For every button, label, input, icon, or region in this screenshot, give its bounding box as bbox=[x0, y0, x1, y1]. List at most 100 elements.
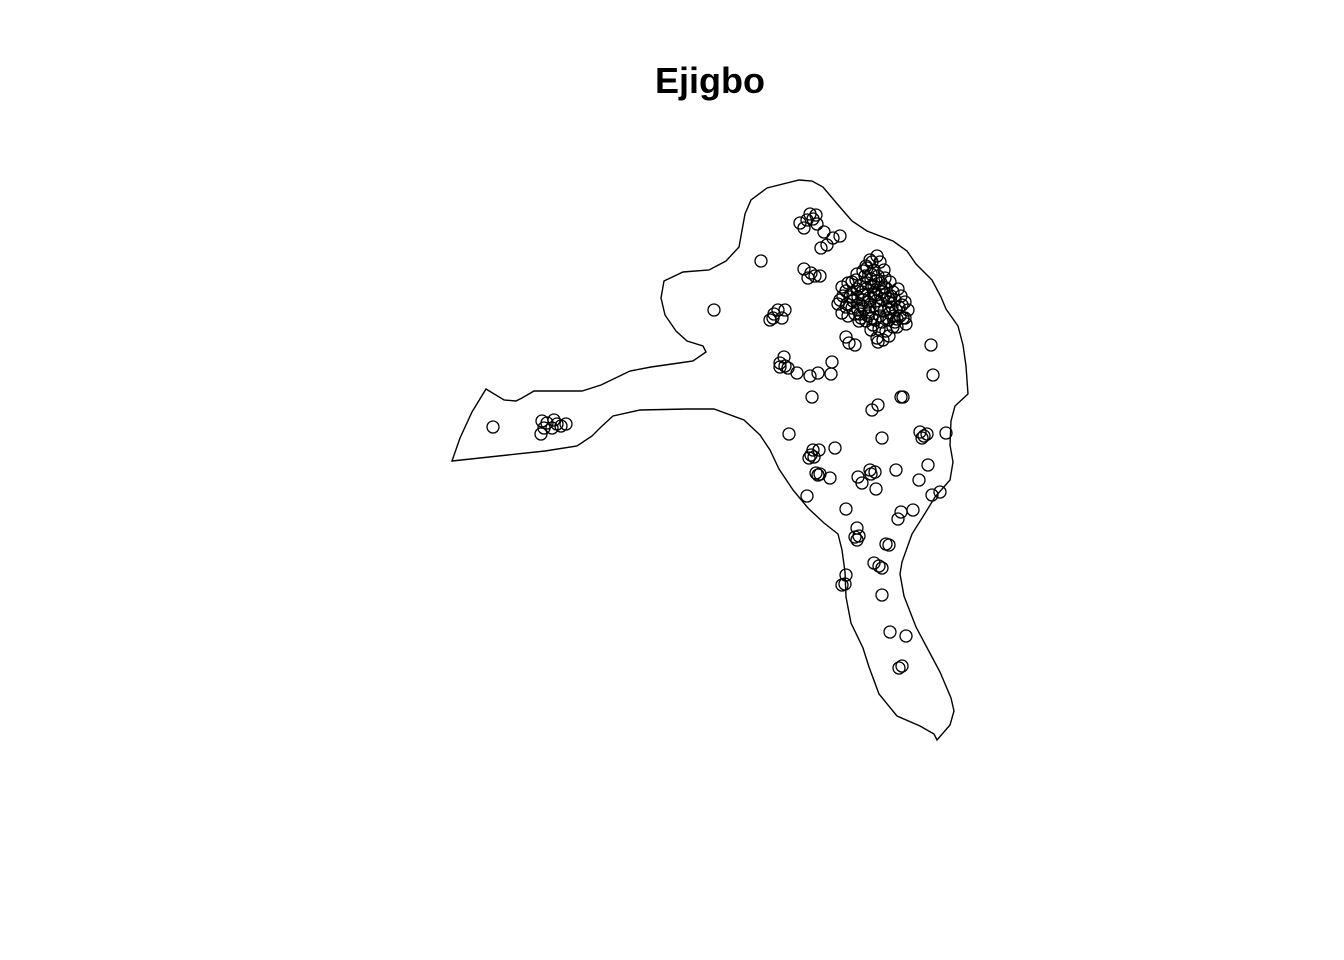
map-point bbox=[875, 431, 889, 445]
map-point bbox=[875, 285, 889, 299]
map-point bbox=[906, 503, 920, 517]
map-point bbox=[915, 431, 929, 445]
map-point bbox=[865, 403, 879, 417]
map-point bbox=[925, 488, 939, 502]
map-point bbox=[913, 425, 927, 439]
map-point bbox=[883, 625, 897, 639]
map-point bbox=[892, 661, 906, 675]
map-point bbox=[873, 309, 887, 323]
map-point bbox=[890, 320, 904, 334]
map-point bbox=[766, 311, 780, 325]
map-point bbox=[775, 311, 789, 325]
map-point bbox=[782, 427, 796, 441]
map-point bbox=[854, 298, 868, 312]
map-point bbox=[912, 473, 926, 487]
map-point bbox=[894, 505, 908, 519]
map-point bbox=[814, 241, 828, 255]
map-point bbox=[924, 338, 938, 352]
map-point bbox=[824, 367, 838, 381]
map-point bbox=[880, 311, 894, 325]
map-point bbox=[839, 330, 853, 344]
map-point bbox=[921, 458, 935, 472]
map-point bbox=[823, 471, 837, 485]
region-boundary bbox=[450, 179, 969, 742]
map-point bbox=[803, 369, 817, 383]
map-point bbox=[809, 208, 823, 222]
map-point bbox=[805, 390, 819, 404]
map-point bbox=[839, 300, 853, 314]
map-point bbox=[833, 229, 847, 243]
map-point bbox=[828, 441, 842, 455]
map-point bbox=[882, 538, 896, 552]
map-point bbox=[890, 312, 904, 326]
map-point bbox=[811, 366, 825, 380]
map-point bbox=[797, 221, 811, 235]
map-point bbox=[933, 485, 947, 499]
map-point bbox=[841, 276, 855, 290]
map-point bbox=[886, 320, 900, 334]
map-point bbox=[899, 629, 913, 643]
map-point bbox=[871, 335, 885, 349]
map-point bbox=[864, 267, 878, 281]
map-point bbox=[895, 659, 909, 673]
map-point bbox=[874, 276, 888, 290]
map-point bbox=[869, 288, 883, 302]
map-point bbox=[808, 269, 822, 283]
map-title: Ejigbo bbox=[655, 60, 765, 101]
map-point bbox=[898, 311, 912, 325]
points-layer bbox=[486, 207, 953, 675]
map-point bbox=[882, 329, 896, 343]
map-point bbox=[545, 421, 559, 435]
map-point bbox=[882, 302, 896, 316]
map-point bbox=[838, 577, 852, 591]
map-point bbox=[486, 420, 500, 434]
map-point bbox=[850, 533, 864, 547]
map-point bbox=[534, 427, 548, 441]
map-point bbox=[826, 231, 840, 245]
map-point bbox=[855, 476, 869, 490]
map-point bbox=[864, 323, 878, 337]
map-point bbox=[872, 559, 886, 573]
map-point bbox=[825, 355, 839, 369]
map-point bbox=[889, 463, 903, 477]
map-point bbox=[848, 338, 862, 352]
map-point bbox=[875, 588, 889, 602]
map-point bbox=[863, 463, 877, 477]
map-point bbox=[939, 426, 953, 440]
map-point bbox=[773, 360, 787, 374]
map-point bbox=[850, 521, 864, 535]
map-point bbox=[802, 451, 816, 465]
map-point bbox=[817, 225, 831, 239]
map-point bbox=[894, 390, 908, 404]
map-point bbox=[778, 359, 792, 373]
map-point bbox=[869, 482, 883, 496]
map-point bbox=[790, 366, 804, 380]
map-point bbox=[778, 303, 792, 317]
map-point bbox=[801, 271, 815, 285]
map-point bbox=[856, 264, 870, 278]
map-point bbox=[926, 368, 940, 382]
map-point bbox=[884, 289, 898, 303]
map-point bbox=[863, 253, 877, 267]
map-point bbox=[754, 254, 768, 268]
map-point bbox=[559, 417, 573, 431]
map-point bbox=[839, 502, 853, 516]
map-point bbox=[707, 303, 721, 317]
map-point bbox=[852, 314, 866, 328]
map-point bbox=[885, 300, 899, 314]
map-point bbox=[917, 429, 931, 443]
map-point bbox=[853, 307, 867, 321]
map-point bbox=[891, 512, 905, 526]
map-point bbox=[800, 489, 814, 503]
map-point bbox=[807, 450, 821, 464]
map-point bbox=[797, 262, 811, 276]
map-point bbox=[895, 298, 909, 312]
map-point bbox=[856, 288, 870, 302]
map-point bbox=[878, 288, 892, 302]
map-point bbox=[860, 276, 874, 290]
map-point bbox=[804, 448, 818, 462]
map-point bbox=[875, 561, 889, 575]
map-point bbox=[861, 295, 875, 309]
map-point bbox=[842, 336, 856, 350]
